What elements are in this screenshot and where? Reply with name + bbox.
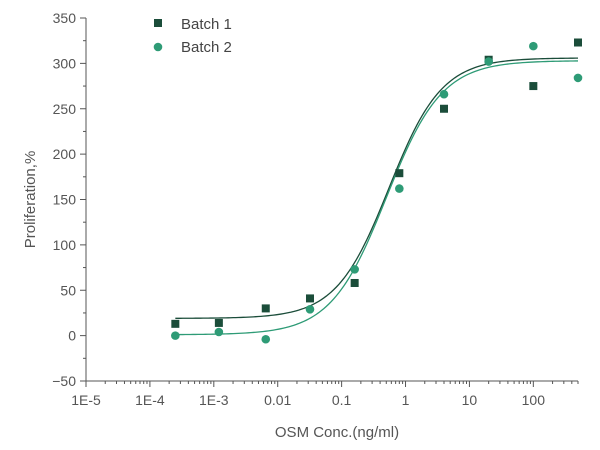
data-point-batch-1 (529, 82, 538, 91)
data-point-batch-1 (214, 318, 223, 327)
data-point-batch-1 (305, 294, 314, 303)
y-tick-label: 350 (53, 10, 77, 26)
y-tick-label: 300 (53, 55, 77, 71)
data-point-batch-2 (573, 73, 583, 83)
data-points (171, 38, 583, 344)
legend-marker-batch-1 (154, 19, 162, 27)
data-point-batch-1 (439, 104, 448, 113)
y-tick-label: 50 (60, 282, 76, 298)
y-axis-ticks: −50 0 50 100 150 200 250 300 350 (52, 10, 86, 389)
y-tick-label: 150 (53, 192, 77, 208)
legend-label-batch-1: Batch 1 (181, 16, 232, 33)
data-point-batch-2 (395, 184, 404, 193)
x-tick-label: 1E-4 (135, 392, 165, 408)
x-tick-label: 1 (402, 392, 410, 408)
data-point-batch-2 (261, 334, 271, 344)
data-point-batch-2 (171, 331, 180, 340)
y-tick-label: 250 (53, 101, 77, 117)
fit-curves (175, 57, 579, 336)
y-tick-label: 200 (53, 146, 77, 162)
x-tick-label: 0.01 (264, 392, 291, 408)
fit-curve-batch-1 (175, 57, 579, 319)
data-point-batch-2 (214, 327, 224, 337)
data-point-batch-2 (350, 265, 359, 274)
data-point-batch-1 (350, 278, 359, 287)
axes (85, 18, 578, 382)
data-point-batch-2 (529, 41, 538, 51)
data-point-batch-2 (484, 57, 493, 66)
x-tick-label: 1E-3 (199, 392, 229, 408)
x-axis-ticks: 1E-5 1E-4 1E-3 0.01 0.1 1 10 100 (71, 381, 579, 408)
x-axis-title: OSM Conc.(ng/ml) (275, 424, 399, 441)
data-point-batch-1 (395, 169, 404, 178)
fit-curve-batch-2 (175, 60, 579, 336)
data-point-batch-2 (305, 305, 315, 314)
legend-label-batch-2: Batch 2 (181, 39, 232, 56)
data-point-batch-1 (574, 38, 582, 47)
y-tick-label: −50 (52, 373, 76, 389)
y-axis-title: Proliferation,% (22, 151, 39, 249)
x-tick-label: 100 (522, 392, 546, 408)
data-point-batch-2 (439, 89, 449, 99)
legend: Batch 1 Batch 2 (153, 16, 232, 56)
x-tick-label: 10 (462, 392, 478, 408)
data-point-batch-1 (171, 319, 180, 328)
x-tick-label: 1E-5 (71, 392, 101, 408)
x-tick-label: 0.1 (332, 392, 352, 408)
legend-marker-batch-2 (153, 42, 163, 52)
data-point-batch-1 (261, 304, 270, 313)
y-tick-label: 0 (68, 328, 76, 344)
y-tick-label: 100 (53, 237, 77, 253)
